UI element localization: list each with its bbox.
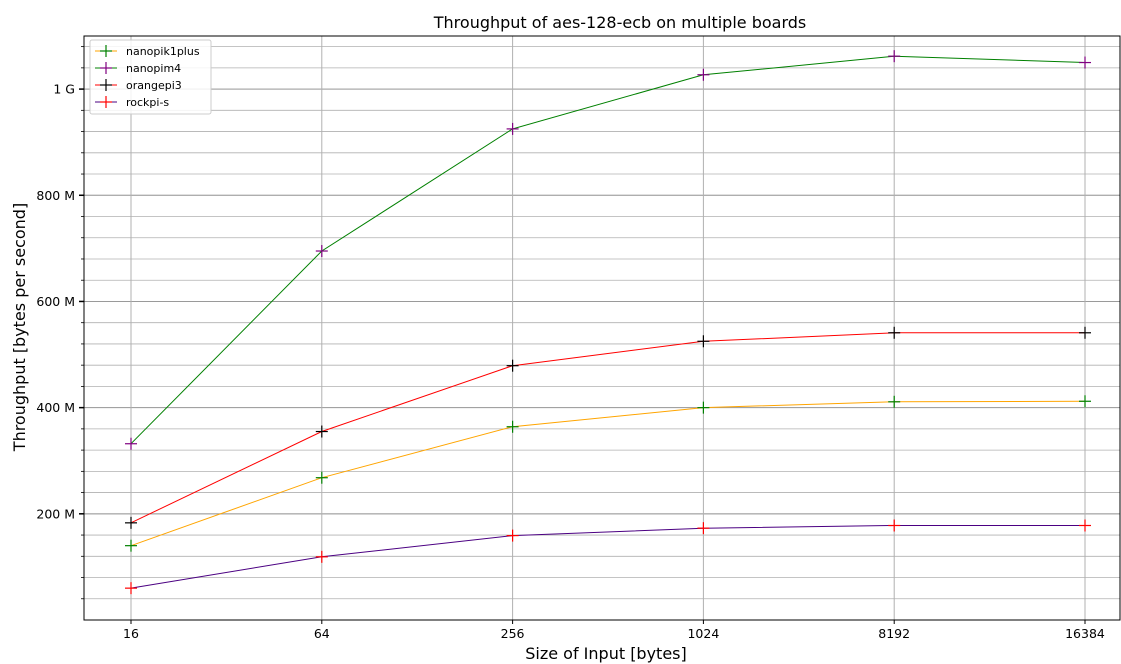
legend-box	[89, 39, 212, 115]
data-point	[697, 401, 710, 414]
data-point	[697, 522, 710, 535]
y-tick-label: 1 G	[53, 82, 75, 97]
y-tick-label: 800 M	[36, 188, 75, 203]
series-orangepi3	[125, 326, 1091, 529]
legend-item-orangepi3: orangepi3	[95, 79, 182, 92]
series-nanopik1plus	[125, 395, 1091, 552]
series-layer	[125, 50, 1091, 595]
y-tick-label: 400 M	[36, 400, 75, 415]
x-tick-label: 1024	[687, 626, 719, 641]
data-point	[888, 326, 901, 339]
axes: 200 M 400 M 600 M 800 M 1 G 16 64 256 1024 8192 16…	[36, 46, 1105, 641]
data-point	[125, 516, 137, 529]
data-point	[315, 550, 328, 563]
data-point	[125, 437, 137, 450]
legend-label: nanopik1plus	[126, 45, 200, 58]
data-point	[506, 122, 519, 135]
y-tick-label: 600 M	[36, 294, 75, 309]
series-line	[130, 332, 1085, 524]
x-tick-label: 16	[123, 626, 139, 641]
data-point	[506, 359, 519, 372]
y-axis-label: Throughput [bytes per second]	[10, 203, 29, 452]
series-line	[130, 525, 1085, 589]
x-tick-label: 8192	[878, 626, 910, 641]
data-point	[506, 420, 519, 433]
data-point	[1079, 56, 1091, 69]
x-tick-label: 64	[314, 626, 330, 641]
series-line	[130, 400, 1086, 547]
data-point	[888, 50, 901, 63]
legend-item-nanopim4: nanopim4	[95, 62, 181, 75]
data-point	[315, 245, 328, 258]
legend-item-nanopik1plus: nanopik1plus	[95, 45, 200, 58]
series-line	[130, 55, 1086, 445]
series-rockpi-s	[125, 519, 1091, 595]
data-point	[1079, 326, 1091, 339]
series-nanopim4	[125, 50, 1091, 450]
x-tick-label: 256	[501, 626, 525, 641]
data-point	[315, 471, 328, 484]
data-point	[125, 582, 137, 595]
legend-label: orangepi3	[126, 79, 182, 92]
plot-frame	[83, 35, 1121, 621]
legend-label: rockpi-s	[126, 96, 169, 109]
legend-item-rockpi-s: rockpi-s	[95, 96, 169, 109]
data-point	[697, 335, 710, 348]
data-point	[1079, 519, 1091, 532]
data-point	[125, 539, 137, 552]
y-tick-label: 200 M	[36, 506, 75, 521]
data-point	[1079, 395, 1091, 408]
legend-label: nanopim4	[126, 62, 181, 75]
data-point	[888, 395, 901, 408]
x-tick-label: 16384	[1065, 626, 1105, 641]
x-axis-label: Size of Input [bytes]	[525, 644, 687, 663]
chart-title: Throughput of aes-128-ecb on multiple bo…	[433, 13, 806, 32]
data-point	[315, 425, 328, 438]
data-point	[888, 519, 901, 532]
legend: nanopik1plus nanopim4 orangepi3 rockpi-s	[89, 39, 212, 115]
data-point	[697, 68, 710, 81]
data-point	[506, 529, 519, 542]
